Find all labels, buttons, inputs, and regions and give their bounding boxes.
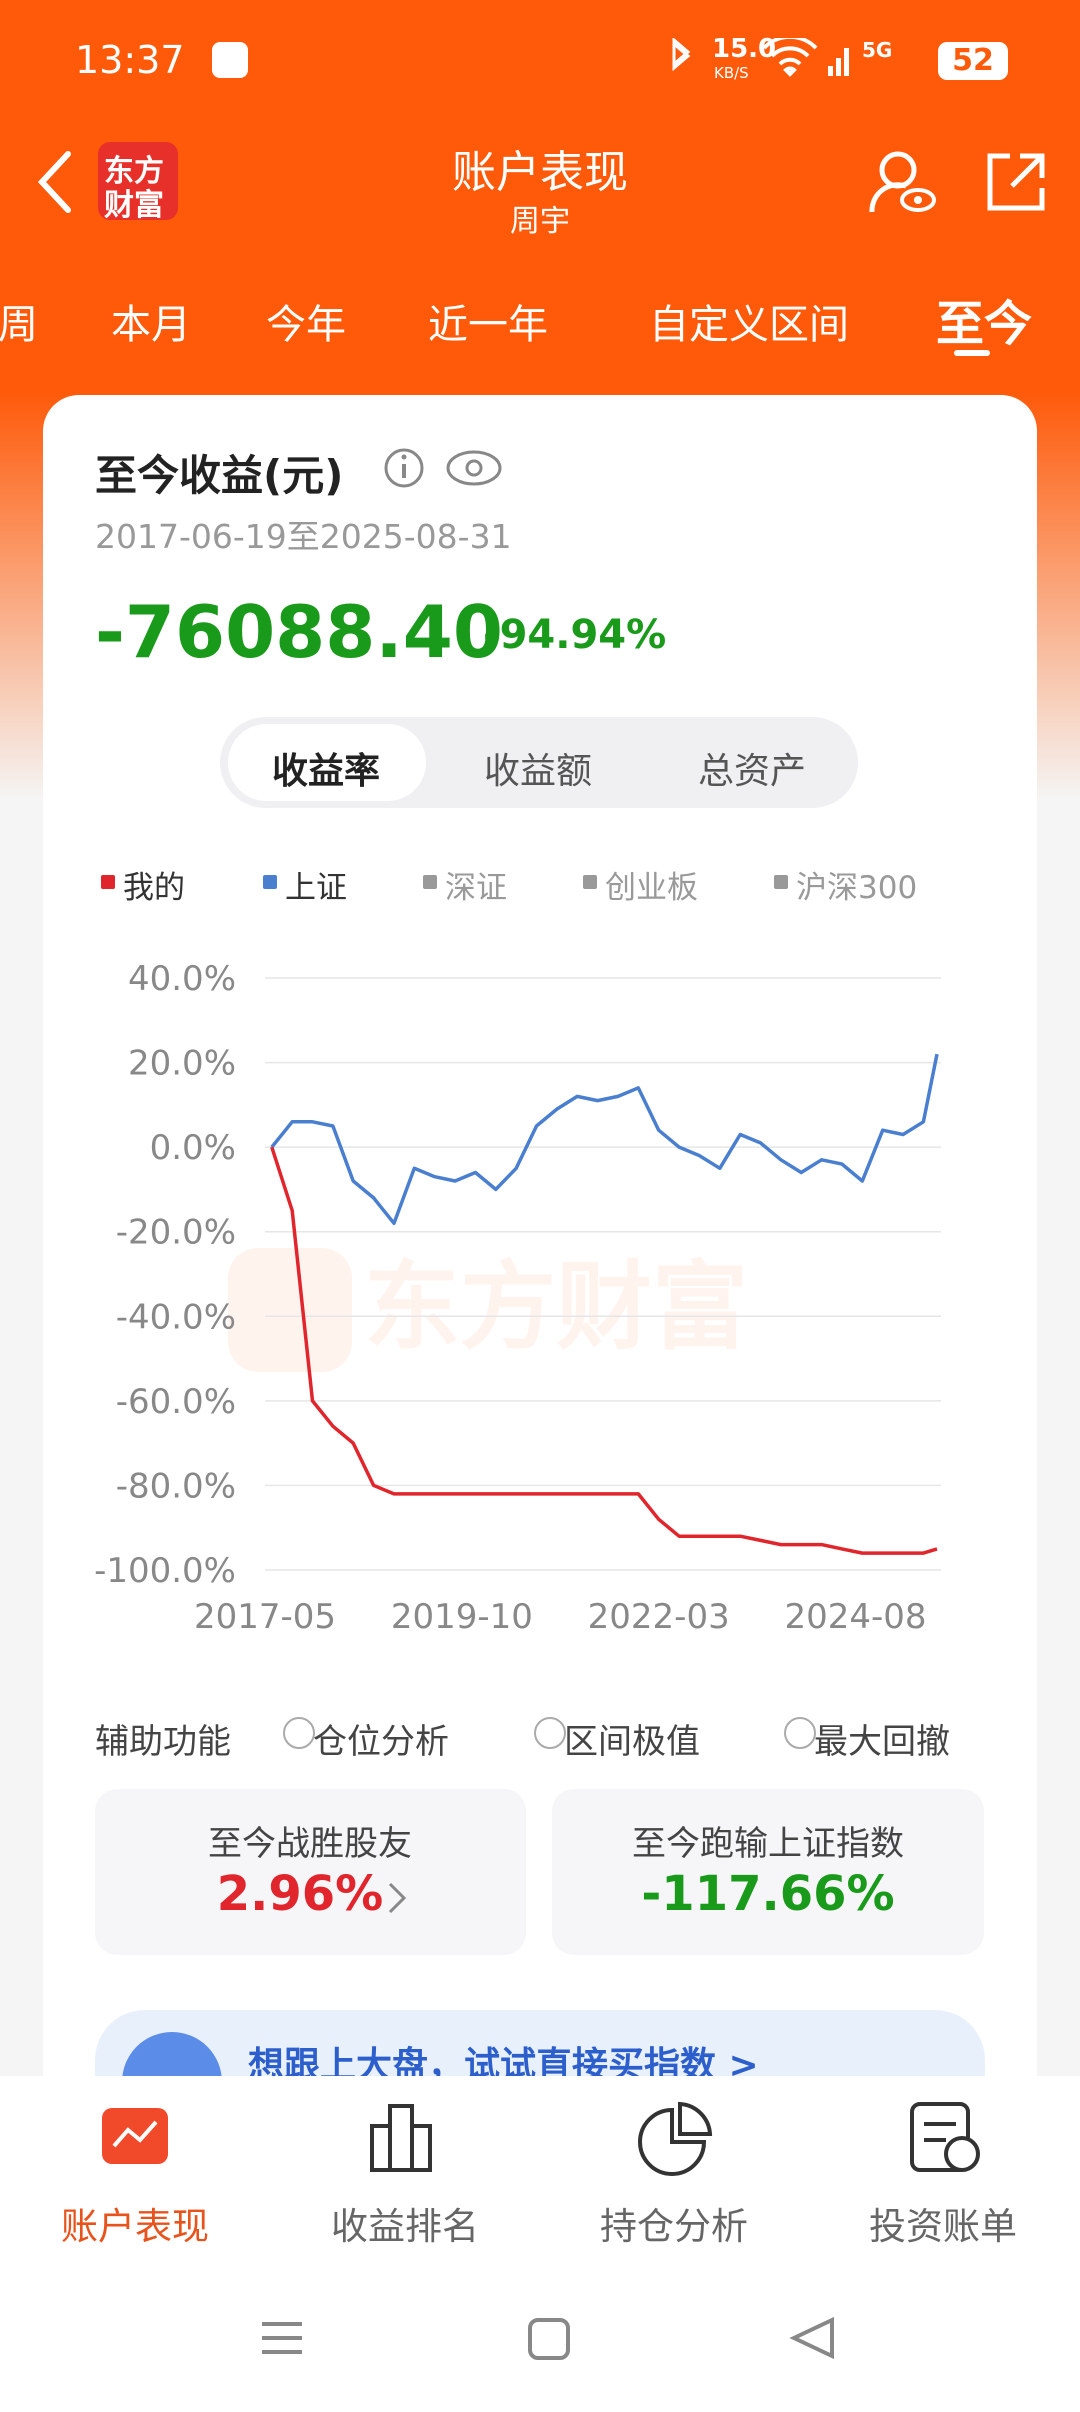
bluetooth-icon bbox=[672, 38, 691, 72]
home-button[interactable] bbox=[528, 2318, 570, 2360]
tab[interactable]: 本月 bbox=[111, 302, 191, 348]
page-title: 账户表现 bbox=[452, 147, 628, 198]
y-tick-label: -20.0% bbox=[116, 1213, 236, 1253]
legend-swatch bbox=[263, 875, 277, 889]
stat-card[interactable] bbox=[95, 1789, 526, 1955]
net-speed-unit: KB/S bbox=[714, 64, 749, 82]
network: 5G bbox=[862, 38, 893, 62]
y-tick-label: 40.0% bbox=[128, 959, 236, 999]
logo-text: 财富 bbox=[104, 188, 164, 223]
stat-card bbox=[552, 1789, 984, 1955]
legend-label[interactable]: 沪深300 bbox=[796, 870, 918, 906]
status-icons bbox=[672, 38, 849, 77]
series-line bbox=[270, 1146, 938, 1555]
logo bbox=[98, 142, 178, 220]
aux-label: 辅助功能 bbox=[95, 1722, 231, 1762]
aux-option[interactable]: 最大回撤 bbox=[814, 1722, 950, 1762]
wifi-icon bbox=[762, 38, 818, 77]
legend-swatch bbox=[101, 875, 115, 889]
tab[interactable]: 近一年 bbox=[428, 302, 548, 348]
page-subtitle: 周宇 bbox=[510, 204, 570, 239]
legend-swatch bbox=[423, 875, 437, 889]
signal-icon bbox=[828, 66, 833, 76]
series-line bbox=[270, 1053, 939, 1226]
x-tick-label: 2019-10 bbox=[391, 1597, 533, 1637]
logo-text: 东方 bbox=[104, 154, 164, 189]
menu-button[interactable] bbox=[262, 2322, 302, 2354]
nav-label[interactable]: 收益排名 bbox=[331, 2205, 479, 2248]
legend-label[interactable]: 创业板 bbox=[605, 870, 698, 906]
stat-label: 至今战胜股友 bbox=[208, 1824, 412, 1864]
eye-icon[interactable] bbox=[446, 450, 502, 486]
signal-icon bbox=[844, 48, 849, 76]
y-tick-label: 20.0% bbox=[128, 1044, 236, 1084]
summary-period: 2017-06-19至2025-08-31 bbox=[95, 517, 512, 556]
y-tick-label: 0.0% bbox=[150, 1128, 236, 1168]
stat-value: -117.66% bbox=[641, 1866, 895, 1922]
radio[interactable] bbox=[283, 1717, 315, 1749]
summary-rate: -94.94% bbox=[483, 612, 667, 658]
summary-amount: -76088.40 bbox=[95, 590, 503, 674]
tab[interactable]: 今年 bbox=[266, 302, 346, 348]
nav-icons bbox=[102, 2101, 980, 2176]
summary-title: 至今收益(元) bbox=[95, 451, 344, 500]
system-nav bbox=[262, 2316, 834, 2360]
battery: 52 bbox=[938, 42, 1008, 80]
y-tick-label: -100.0% bbox=[94, 1551, 236, 1591]
share-button[interactable] bbox=[984, 150, 1048, 214]
nav-label[interactable]: 持仓分析 bbox=[600, 2205, 748, 2248]
info-icon[interactable] bbox=[384, 448, 424, 488]
nav-icon bbox=[910, 2102, 980, 2172]
legend-label[interactable]: 上证 bbox=[285, 870, 347, 906]
legend-swatch bbox=[583, 875, 597, 889]
watermark-logo bbox=[228, 1248, 352, 1372]
y-tick-label: -40.0% bbox=[116, 1297, 236, 1337]
mode-option[interactable]: 收益额 bbox=[483, 751, 593, 792]
mode-option[interactable]: 收益率 bbox=[271, 751, 381, 792]
signal-icon bbox=[836, 58, 841, 76]
legend-label[interactable]: 我的 bbox=[123, 870, 185, 906]
summary-icons bbox=[384, 448, 502, 488]
privacy-button[interactable] bbox=[868, 148, 938, 218]
stat-value: 2.96% bbox=[216, 1866, 384, 1922]
tab[interactable]: 周 bbox=[0, 302, 38, 348]
y-tick-label: -60.0% bbox=[116, 1382, 236, 1422]
nav-icon bbox=[638, 2101, 713, 2176]
mode-option[interactable]: 总资产 bbox=[697, 751, 807, 792]
chart: 东方财富 40.0% 20.0% 0.0% -20.0% -40.0% -60.0% -80.… bbox=[94, 959, 941, 1637]
nav-label[interactable]: 账户表现 bbox=[61, 2205, 209, 2248]
nav-icon bbox=[370, 2104, 432, 2172]
x-tick-label: 2022-03 bbox=[588, 1597, 730, 1637]
x-tick-label: 2024-08 bbox=[785, 1597, 927, 1637]
chevron-icon bbox=[388, 1882, 407, 1914]
tab[interactable]: 至今 bbox=[935, 296, 1033, 352]
active-tab-indicator bbox=[954, 350, 990, 356]
radio[interactable] bbox=[784, 1717, 816, 1749]
aux-option[interactable]: 仓位分析 bbox=[313, 1722, 449, 1762]
stat-label: 至今跑输上证指数 bbox=[632, 1824, 904, 1864]
radio[interactable] bbox=[534, 1717, 566, 1749]
legend-label[interactable]: 深证 bbox=[445, 870, 507, 906]
clock: 13:37 bbox=[75, 38, 185, 82]
tab[interactable]: 自定义区间 bbox=[649, 302, 849, 348]
y-tick-label: -80.0% bbox=[116, 1466, 236, 1506]
watermark: 东方财富 bbox=[364, 1251, 748, 1363]
aux-option[interactable]: 区间极值 bbox=[564, 1722, 700, 1762]
back-button[interactable] bbox=[36, 150, 76, 214]
nav-label[interactable]: 投资账单 bbox=[869, 2205, 1017, 2248]
mode-active-pill bbox=[228, 724, 426, 801]
back-nav-button[interactable] bbox=[789, 2316, 834, 2360]
app-icon bbox=[212, 42, 248, 78]
x-tick-label: 2017-05 bbox=[194, 1597, 336, 1637]
legend-swatch bbox=[774, 875, 788, 889]
